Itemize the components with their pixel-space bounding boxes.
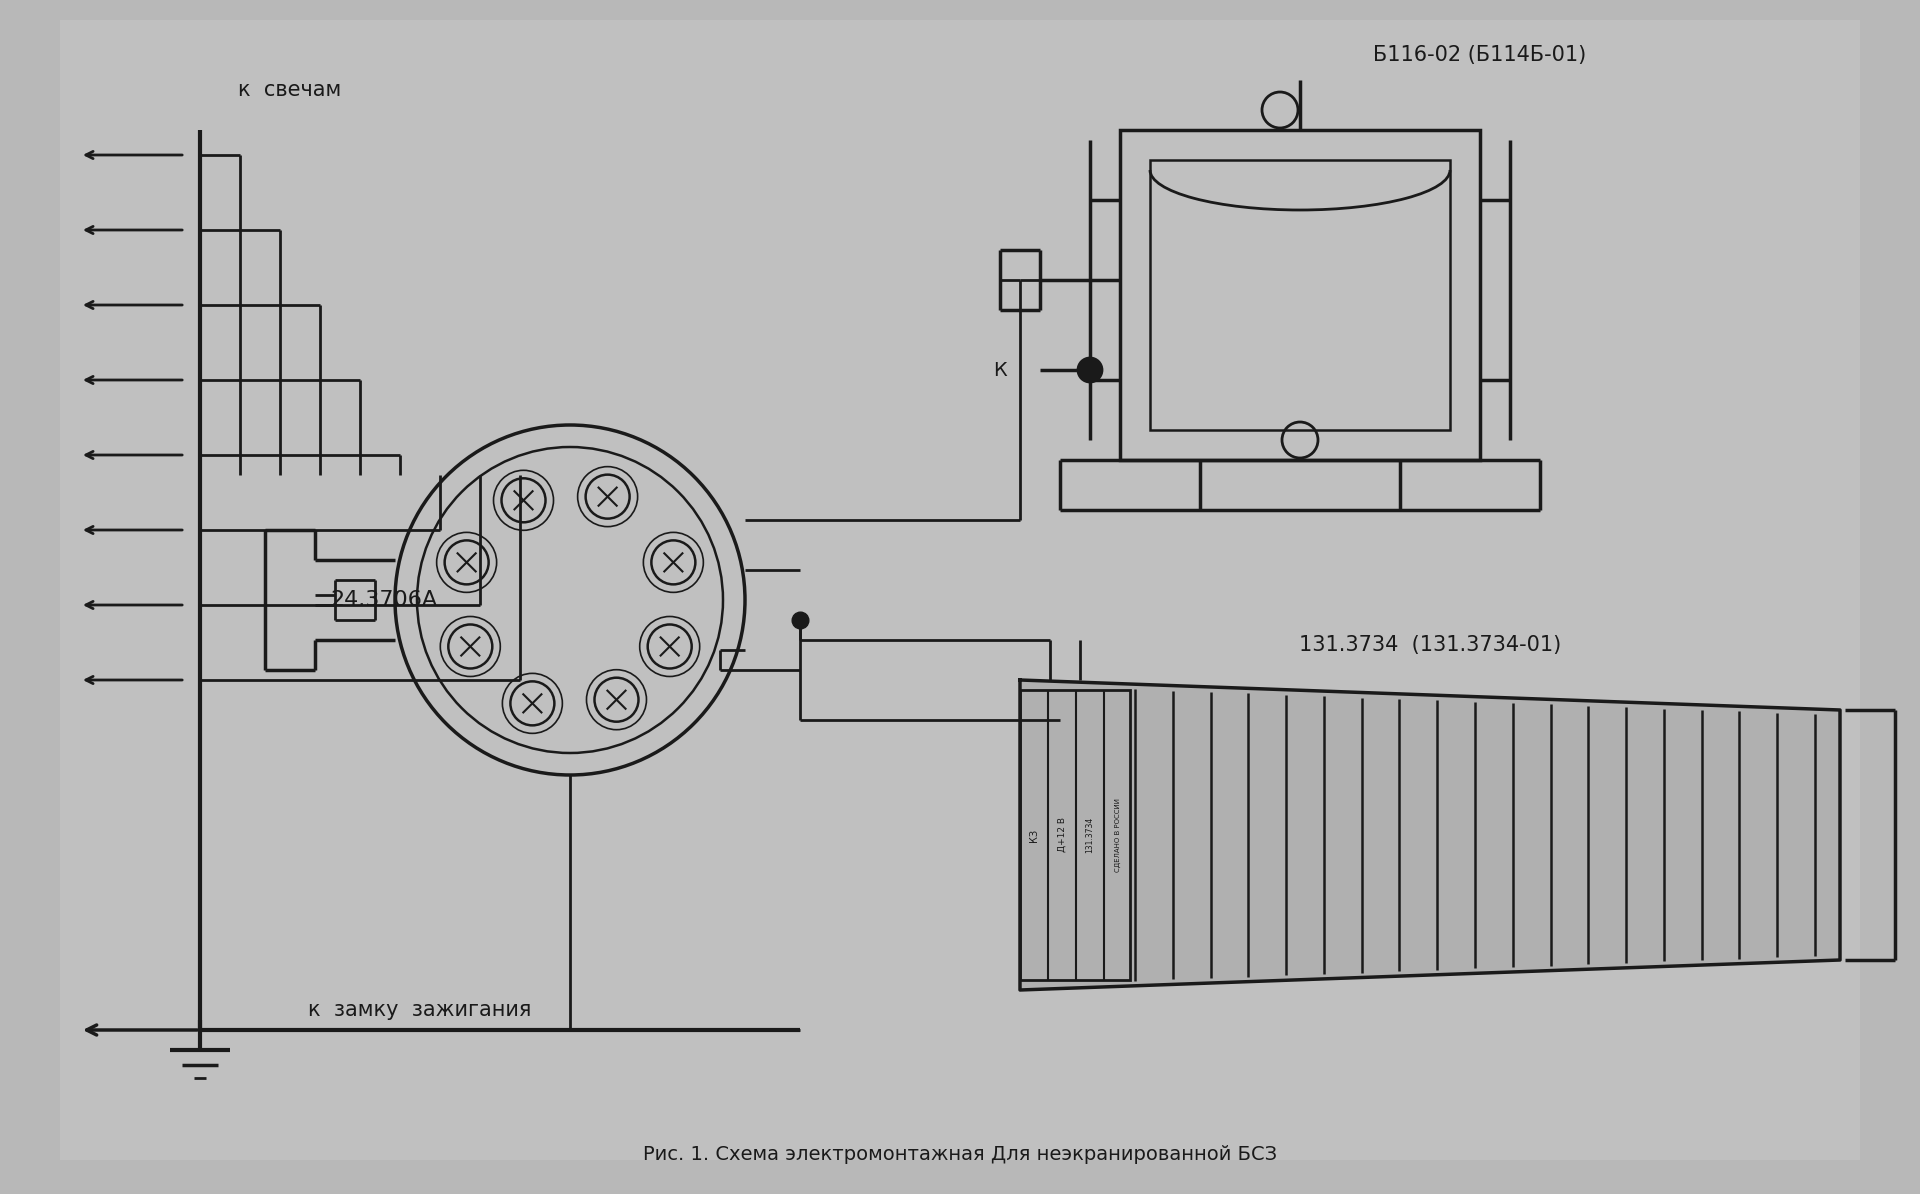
Text: СДЕЛАНО В РOССИИ: СДЕЛАНО В РOССИИ: [1116, 798, 1121, 872]
Bar: [1020, 690, 1131, 980]
Text: Б116-02 (Б114Б-01): Б116-02 (Б114Б-01): [1373, 45, 1586, 64]
Text: к  свечам: к свечам: [238, 80, 342, 100]
Text: 24.3706А: 24.3706А: [330, 590, 438, 610]
Text: Д+12 В: Д+12 В: [1058, 818, 1066, 853]
Bar: [1150, 160, 1450, 430]
Text: 131.3734: 131.3734: [1085, 817, 1094, 854]
Bar: [1119, 130, 1480, 460]
Circle shape: [1077, 358, 1102, 382]
Text: К: К: [993, 361, 1006, 380]
Polygon shape: [1020, 681, 1839, 990]
Text: Рис. 1. Схема электромонтажная Для неэкранированной БСЗ: Рис. 1. Схема электромонтажная Для неэкр…: [643, 1145, 1277, 1164]
Text: КЗ: КЗ: [1029, 829, 1039, 842]
Text: 131.3734  (131.3734-01): 131.3734 (131.3734-01): [1298, 635, 1561, 656]
Text: к  замку  зажигания: к замку зажигания: [309, 1001, 532, 1020]
